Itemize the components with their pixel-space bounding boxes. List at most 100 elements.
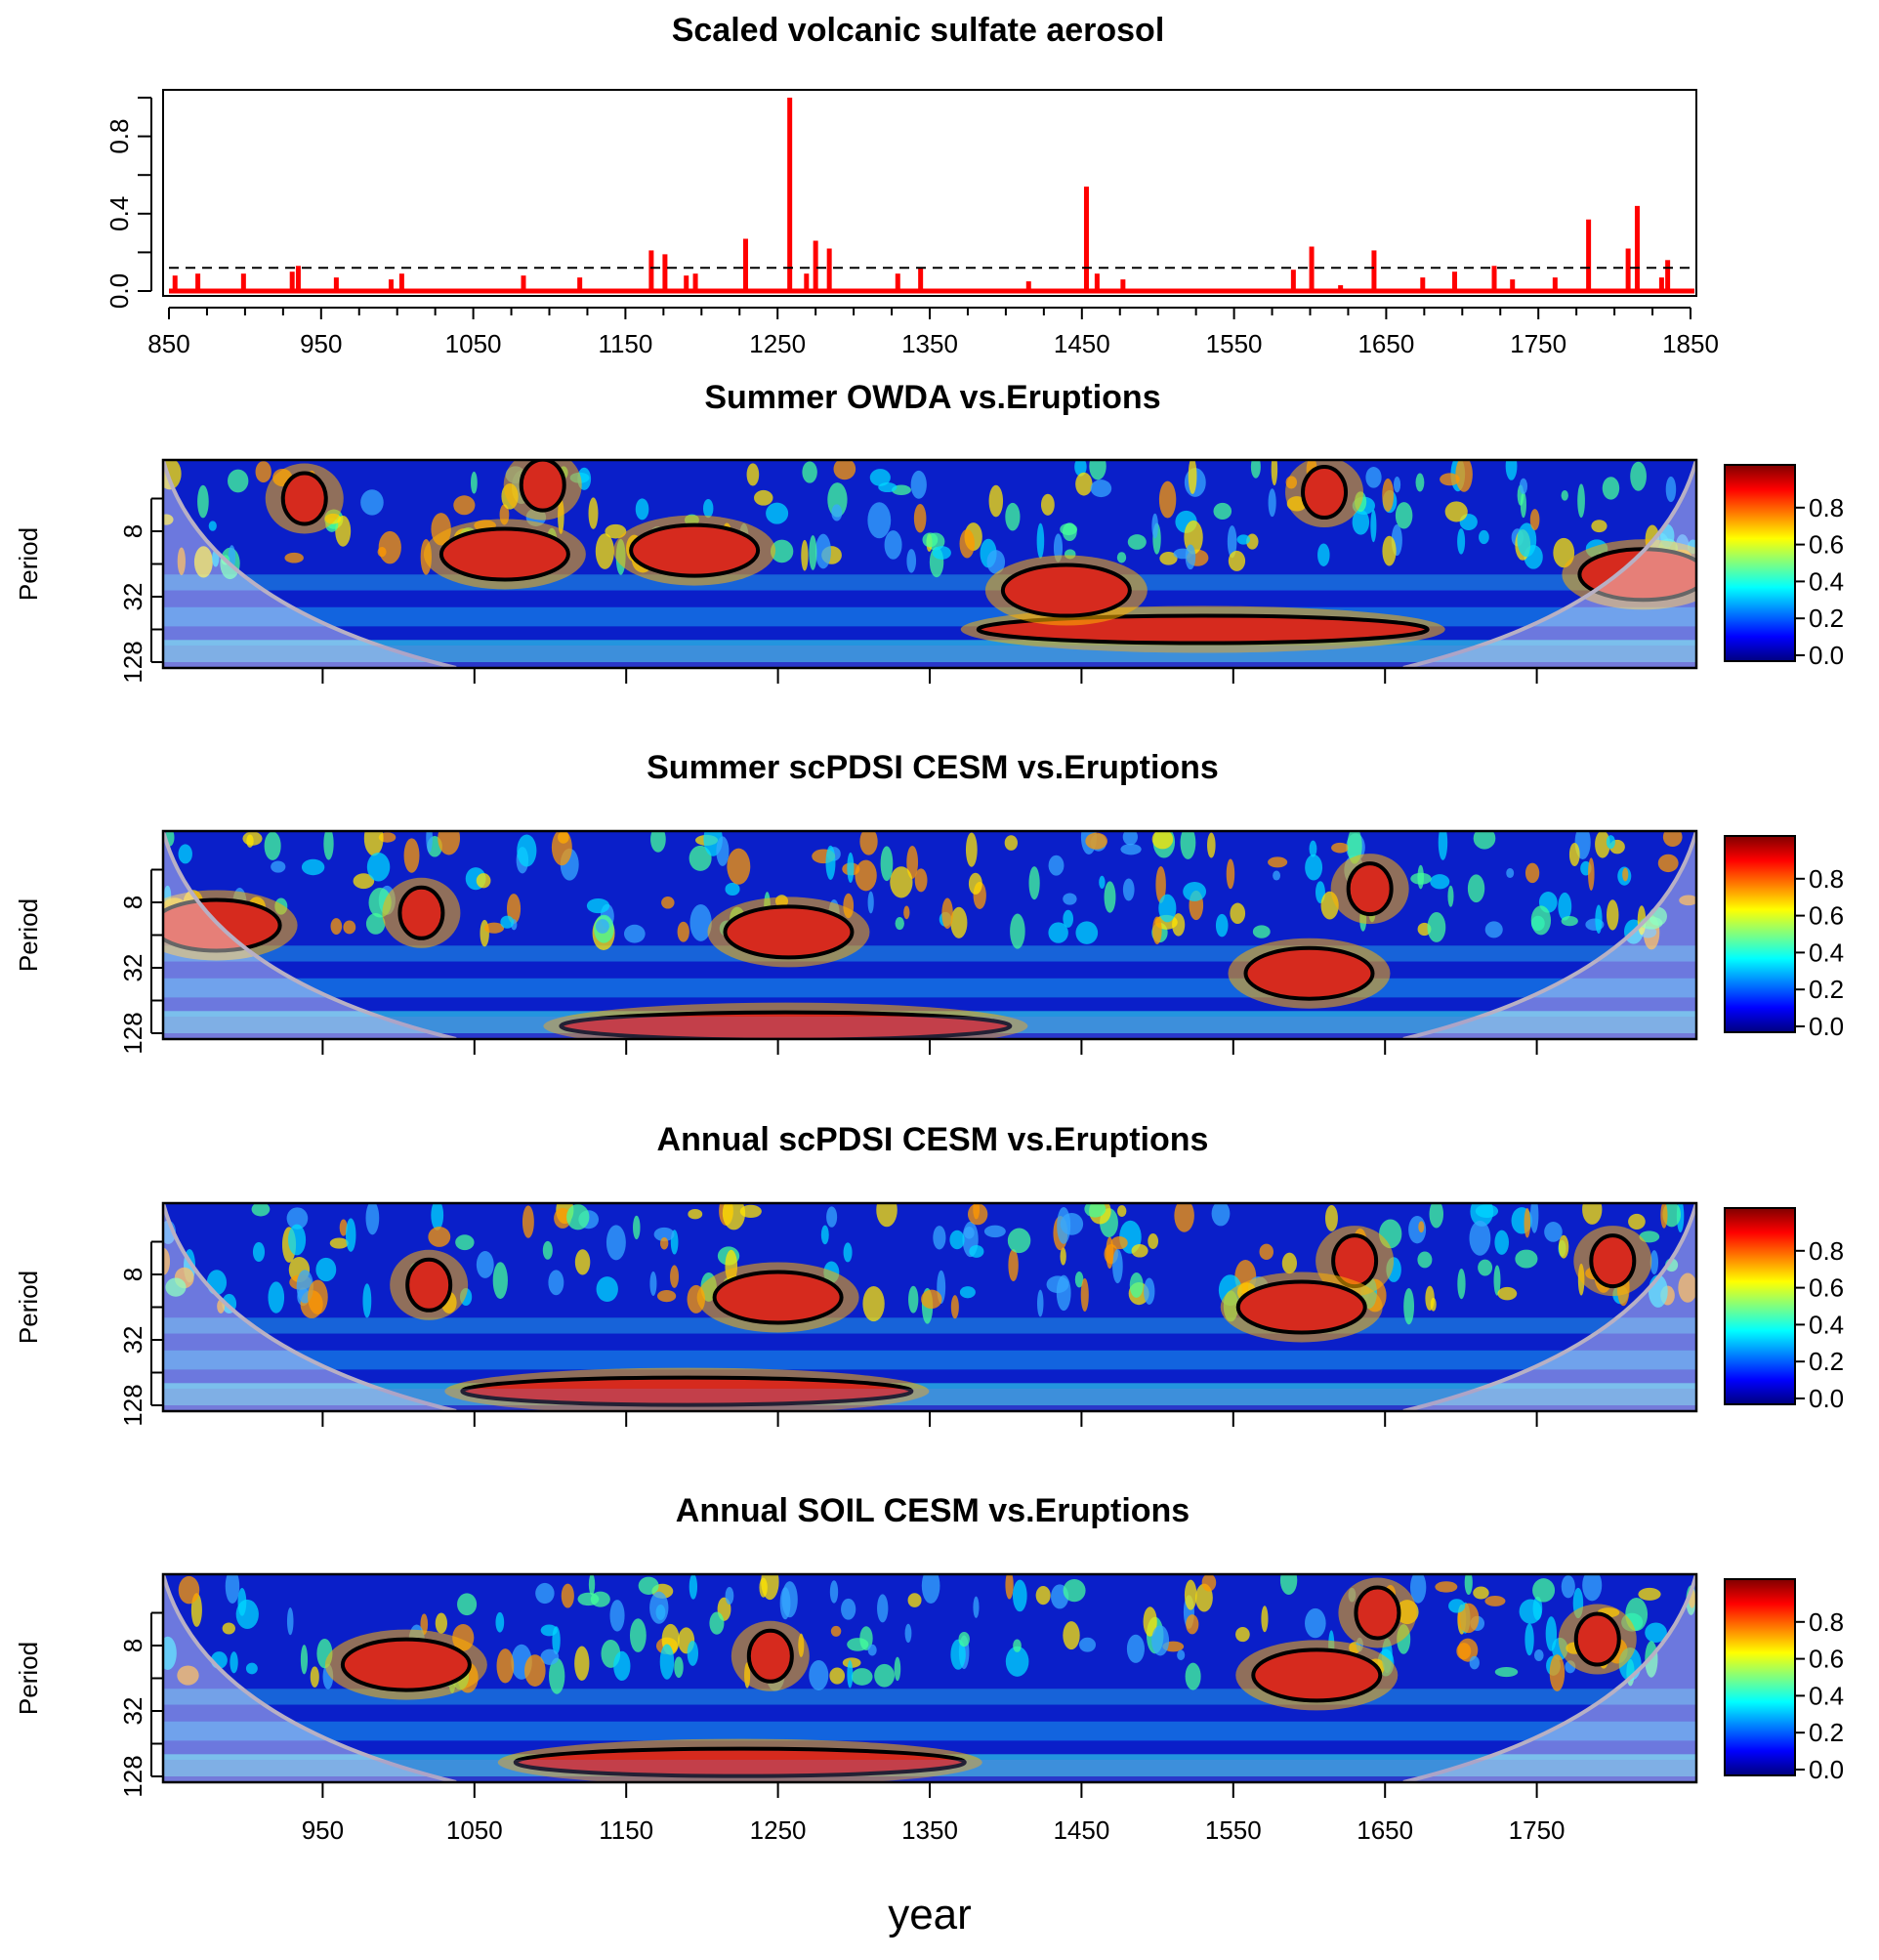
power-speckle [574,1249,591,1275]
power-speckle [596,1276,618,1302]
power-speckle [1122,831,1138,846]
x-tick-label: 1150 [598,329,652,358]
significance-contour [405,1257,453,1313]
coi-line [163,1203,457,1411]
power-speckle [1085,832,1108,850]
significance-contour [519,460,566,513]
power-speckle [1063,909,1074,928]
power-speckle [301,858,325,876]
power-speckle [1144,1277,1155,1305]
wavelet-plot: 8 32 128 Period 0.0 0.2 0.4 0.6 0.8 [14,1201,1844,1427]
power-speckle [1429,1203,1444,1229]
power-speckle [1457,1268,1466,1300]
y-tick-label: 32 [118,1697,147,1726]
power-speckle [958,1631,970,1647]
significance-contour [1000,563,1132,618]
power-speckle [1505,460,1518,480]
coi-line [163,831,457,1039]
power-speckle [1226,858,1235,890]
power-speckle [540,1648,560,1665]
significance-contour [1243,945,1375,1001]
power-speckle [177,547,186,575]
power-speckle [178,844,192,864]
colorbar-tick-label: 0.8 [1809,1607,1844,1637]
cone-of-influence [163,1574,456,1782]
power-speckle [1236,534,1251,545]
x-tick-label: 1350 [901,1815,958,1845]
power-speckle [1352,509,1370,535]
power-speckle [1607,899,1619,931]
power-speckle [1524,1207,1531,1238]
power-speckle [1331,842,1350,854]
power-speckle [1177,1649,1186,1661]
power-speckle [1078,1637,1096,1652]
power-speckle [1183,881,1207,901]
power-speckle [1638,1587,1661,1601]
power-speckle [1395,502,1413,529]
power-speckle [826,1206,838,1228]
power-band [163,574,1696,591]
power-speckle [766,502,789,524]
power-speckle [476,873,491,889]
power-speckle [1228,550,1246,571]
power-speckle [542,1240,553,1260]
power-speckle [770,539,794,563]
x-tick-label: 1550 [1205,1815,1262,1845]
power-speckle [1418,1221,1425,1233]
power-speckle [500,915,515,929]
power-speckle [1382,478,1395,512]
coi-line [163,460,457,668]
power-speckle [1639,1230,1660,1243]
significance-contour [513,1746,967,1778]
power-speckle [1151,831,1174,850]
y-tick-label: 8 [118,1639,147,1652]
x-tick-label: 1350 [901,329,958,358]
power-speckle [874,1663,896,1688]
power-speckle [595,533,614,569]
power-speckle [522,1205,534,1238]
power-speckle [574,1646,590,1681]
power-speckle [727,848,751,885]
power-speckle [438,831,461,855]
power-speckle [165,1277,187,1297]
wavelet-panel-annual-soil: Annual SOIL CESM vs.Eruptions [676,1492,1190,1529]
power-speckle [605,523,627,539]
power-speckle [1106,1236,1114,1270]
power-speckle [988,484,1004,518]
power-speckle [1131,1243,1148,1258]
power-speckle [1544,1222,1563,1242]
power-speckle [661,896,675,909]
power-speckle [1074,460,1087,477]
significance-contour [1589,1233,1637,1289]
power-speckle [754,489,773,506]
power-speckle [366,852,391,882]
power-speckle [831,504,843,521]
power-speckle [1005,1646,1029,1677]
power-speckle [1317,543,1330,566]
y-tick-label: 128 [118,641,147,683]
power-speckle [255,461,271,483]
y-tick-label: 8 [118,896,147,909]
power-speckle [932,546,951,560]
power-speckle [360,489,384,516]
power-speckle [588,497,599,529]
power-speckle [1235,1626,1250,1643]
coi-line [1402,1574,1696,1782]
power-speckle [906,845,919,879]
power-speckle [363,831,384,856]
power-speckle [1678,1272,1696,1303]
power-speckle [1060,1247,1066,1266]
power-speckle [1415,473,1425,492]
y-axis-label: Period [14,1642,43,1715]
plot-frame [162,89,1697,297]
power-speckle [1478,1259,1493,1276]
power-speckle [967,1203,988,1226]
power-band [163,1721,1696,1741]
colorbar-tick-label: 0.6 [1809,530,1844,560]
power-speckle [1393,477,1401,493]
wavelet-panel-owda: Summer OWDA vs.Eruptions [704,379,1160,416]
power-speckle [1425,1285,1435,1311]
power-speckle [1524,1623,1534,1656]
power-speckle [635,498,649,521]
